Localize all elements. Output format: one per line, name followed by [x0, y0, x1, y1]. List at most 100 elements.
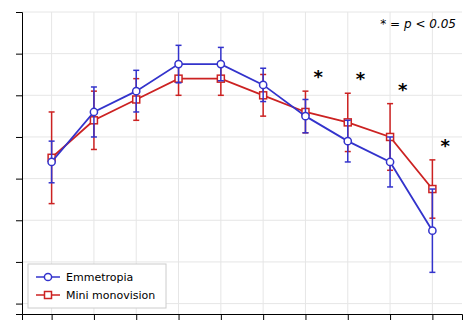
- tick-mark: [305, 314, 306, 320]
- grid-line-y: [22, 261, 462, 262]
- grid-line-x: [263, 12, 264, 314]
- tick-mark: [16, 95, 22, 96]
- legend-label: Emmetropia: [66, 271, 133, 284]
- tick: [16, 54, 22, 55]
- series: [48, 62, 436, 218]
- grid-line-y: [22, 136, 462, 137]
- error-bar: [91, 87, 97, 137]
- error-bar-cap: [133, 70, 139, 72]
- tick-mark: [432, 314, 433, 320]
- error-bar-cap: [302, 90, 308, 92]
- tick-mark: [94, 314, 95, 320]
- tick: [16, 304, 22, 305]
- marker: [386, 158, 393, 165]
- error-bar: [387, 137, 393, 187]
- error-bar-cap: [91, 149, 97, 151]
- axis-line: [23, 315, 463, 321]
- error-bar-cap: [387, 103, 393, 105]
- error-bar-cap: [91, 86, 97, 88]
- error-bar-cap: [49, 203, 55, 205]
- marker: [429, 227, 436, 234]
- axis-line: [16, 13, 23, 315]
- grid-line-x: [347, 12, 348, 314]
- grid-line-x: [432, 12, 433, 314]
- tick-mark: [16, 304, 22, 305]
- error-bar-cap: [302, 132, 308, 134]
- error-bar-cap: [49, 182, 55, 184]
- grid-line-x: [178, 12, 179, 314]
- grid-line-y: [22, 220, 462, 221]
- error-bar: [260, 68, 266, 101]
- error-bar-cap: [345, 120, 351, 122]
- error-bar-cap: [49, 140, 55, 142]
- error-bar-cap: [345, 92, 351, 94]
- legend-item: Emmetropia: [36, 271, 133, 284]
- series-line: [52, 79, 433, 189]
- legend-item: Mini monovision: [36, 289, 155, 302]
- annotations: * = p < 0.05****: [313, 17, 456, 156]
- grid: [22, 12, 462, 314]
- error-bar: [176, 45, 182, 82]
- tick: [432, 314, 433, 320]
- legend-box: [28, 264, 166, 308]
- error-bar-cap: [176, 82, 182, 84]
- series-line: [52, 64, 433, 231]
- error-bar: [302, 99, 308, 132]
- tick: [16, 262, 22, 263]
- grid-line-y: [22, 178, 462, 179]
- marker: [260, 81, 267, 88]
- marker: [344, 138, 351, 145]
- tick-mark: [52, 314, 53, 320]
- error-bar-cap: [91, 136, 97, 138]
- tick: [16, 220, 22, 221]
- tick: [221, 314, 222, 320]
- error-bar: [218, 47, 224, 80]
- tick-mark: [179, 314, 180, 320]
- chart: * = p < 0.05****EmmetropiaMini monovisio…: [0, 0, 474, 336]
- tick: [52, 314, 53, 320]
- error-bar-cap: [218, 47, 224, 49]
- legend-marker: [45, 292, 52, 299]
- error-bar: [345, 120, 351, 162]
- tick-mark: [16, 137, 22, 138]
- tick: [305, 314, 306, 320]
- grid-line-x: [305, 12, 306, 314]
- error-bar-cap: [260, 67, 266, 69]
- tick: [16, 179, 22, 180]
- error-bar-cap: [302, 132, 308, 134]
- x-axis: [23, 314, 463, 320]
- grid-line-y: [22, 12, 462, 13]
- tick-mark: [16, 12, 22, 13]
- error-bar-cap: [133, 120, 139, 122]
- marker: [217, 60, 224, 67]
- tick: [136, 314, 137, 320]
- error-bar: [302, 91, 308, 133]
- error-bar-cap: [218, 95, 224, 97]
- tick-mark: [263, 314, 264, 320]
- tick: [16, 95, 22, 96]
- grid-line-y: [22, 53, 462, 54]
- tick: [94, 314, 95, 320]
- significance-star: *: [398, 79, 408, 100]
- error-bar-cap: [429, 272, 435, 274]
- error-bar-cap: [176, 45, 182, 47]
- tick-mark: [16, 220, 22, 221]
- tick: [16, 137, 22, 138]
- error-bar-cap: [387, 136, 393, 138]
- significance-star: *: [356, 68, 366, 89]
- marker: [302, 113, 309, 120]
- legend-label: Mini monovision: [66, 289, 155, 302]
- tick-mark: [390, 314, 391, 320]
- significance-star: *: [440, 135, 450, 156]
- tick: [390, 314, 391, 320]
- error-bar-cap: [260, 101, 266, 103]
- annotation: * = p < 0.05: [380, 17, 456, 31]
- error-bar: [49, 112, 55, 204]
- error-bar-cap: [133, 111, 139, 113]
- tick-mark: [348, 314, 349, 320]
- marker: [48, 158, 55, 165]
- error-bar-cap: [387, 186, 393, 188]
- error-bar-cap: [260, 115, 266, 117]
- error-bar-cap: [218, 80, 224, 82]
- marker: [90, 108, 97, 115]
